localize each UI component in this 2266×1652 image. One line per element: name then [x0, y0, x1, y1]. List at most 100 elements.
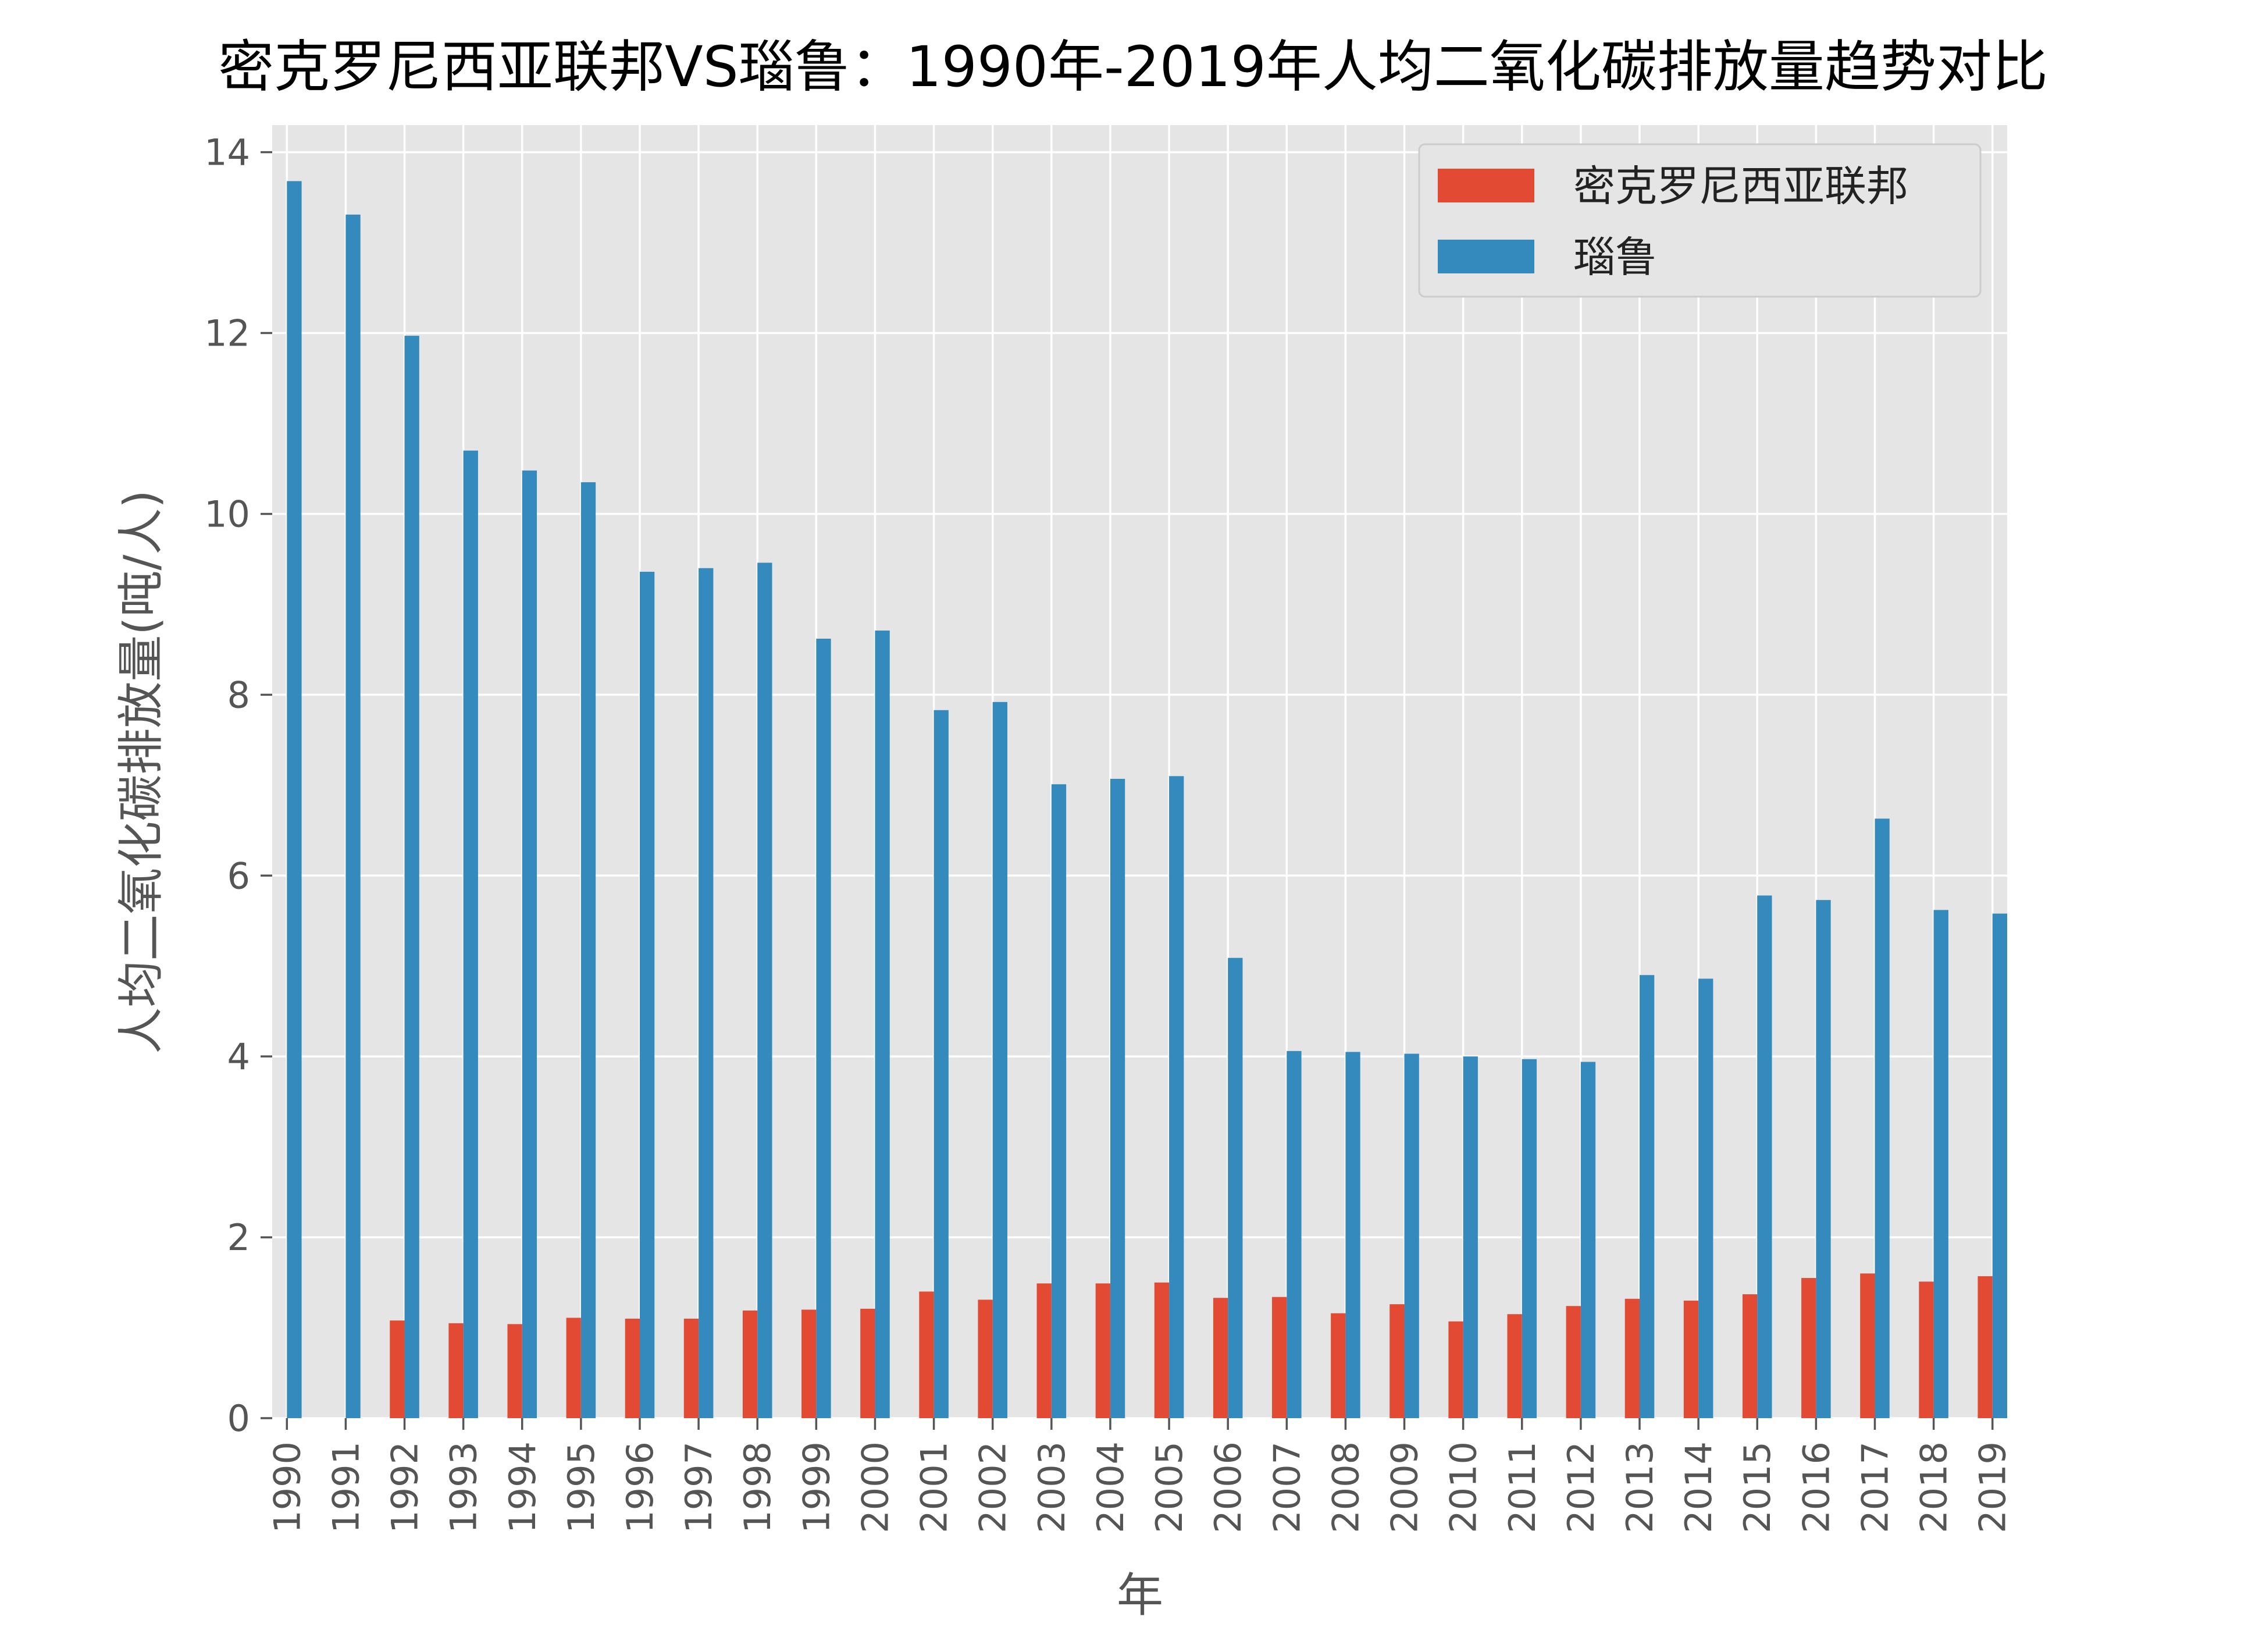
- bar-nauru: [992, 702, 1007, 1418]
- bar-nauru: [1698, 978, 1713, 1418]
- x-tick-label: 2003: [1031, 1441, 1073, 1533]
- bar-nauru: [1404, 1053, 1419, 1418]
- x-tick-label: 1995: [560, 1441, 603, 1533]
- bar-nauru: [404, 336, 419, 1418]
- x-tick-label: 2016: [1795, 1441, 1837, 1533]
- legend-label-nauru: 瑙鲁: [1573, 233, 1657, 282]
- bar-micronesia: [1213, 1298, 1228, 1418]
- x-tick-label: 2008: [1324, 1441, 1367, 1533]
- bar-micronesia: [1154, 1282, 1170, 1418]
- x-tick-label: 1991: [325, 1441, 367, 1533]
- bar-micronesia: [1272, 1297, 1287, 1418]
- axes: 0 2 4 6 8 10 12 14 1990 1991 1992 1993 1994 1995 1996 1…: [204, 131, 2014, 1533]
- bar-nauru: [639, 571, 655, 1418]
- x-tick-label: 2014: [1677, 1441, 1720, 1533]
- bar-nauru: [934, 710, 949, 1418]
- y-tick-label: 8: [227, 674, 250, 716]
- bar-micronesia: [448, 1323, 464, 1418]
- bar-micronesia: [1919, 1281, 1934, 1418]
- bar-micronesia: [507, 1324, 522, 1418]
- y-tick-label: 0: [227, 1397, 250, 1440]
- x-tick-label: 2000: [854, 1441, 896, 1533]
- bars: [287, 181, 2007, 1419]
- x-tick-label: 2007: [1266, 1441, 1308, 1533]
- x-tick-label: 2011: [1501, 1441, 1544, 1533]
- x-tick-label: 2017: [1854, 1441, 1896, 1533]
- bar-nauru: [1816, 900, 1831, 1418]
- bar-nauru: [1169, 776, 1184, 1418]
- x-tick-label: 1997: [678, 1441, 720, 1533]
- bar-nauru: [1640, 975, 1655, 1418]
- bar-nauru: [345, 214, 361, 1419]
- bar-micronesia: [1566, 1306, 1581, 1418]
- bar-nauru: [1051, 784, 1067, 1418]
- bar-micronesia: [683, 1319, 699, 1418]
- bar-nauru: [1287, 1051, 1302, 1418]
- bar-nauru: [1345, 1052, 1360, 1418]
- bar-micronesia: [1036, 1283, 1052, 1418]
- bar-micronesia: [566, 1318, 581, 1418]
- x-tick-label: 2004: [1089, 1441, 1132, 1533]
- x-tick-label: 1993: [443, 1441, 485, 1533]
- y-axis-label: 人均二氧化碳排放量(吨/人): [114, 490, 168, 1053]
- x-tick-label: 2013: [1619, 1441, 1661, 1533]
- x-tick-label: 2012: [1560, 1441, 1602, 1533]
- x-tick-label: 2015: [1736, 1441, 1779, 1533]
- legend: 密克罗尼西亚联邦 瑙鲁: [1418, 143, 1982, 298]
- bar-nauru: [580, 482, 596, 1419]
- bar-nauru: [1875, 818, 1890, 1418]
- bar-nauru: [875, 630, 890, 1418]
- x-tick-label: 2010: [1442, 1441, 1485, 1533]
- x-tick-label: 1992: [384, 1441, 426, 1533]
- bar-nauru: [1992, 913, 2007, 1418]
- y-tick-label: 4: [227, 1035, 250, 1078]
- legend-frame: [1418, 143, 1982, 298]
- chart-title: 密克罗尼西亚联邦VS瑙鲁：1990年-2019年人均二氧化碳排放量趋势对比: [218, 34, 2048, 99]
- bar-micronesia: [1507, 1314, 1522, 1418]
- bar-nauru: [1463, 1056, 1478, 1418]
- bar-micronesia: [1448, 1321, 1463, 1418]
- bar-nauru: [757, 562, 772, 1418]
- x-tick-label: 1994: [501, 1441, 544, 1533]
- bar-micronesia: [1331, 1313, 1346, 1418]
- bar-micronesia: [1860, 1273, 1875, 1418]
- legend-label-micronesia: 密克罗尼西亚联邦: [1573, 162, 1908, 211]
- bar-micronesia: [742, 1311, 758, 1418]
- x-tick-label: 2001: [913, 1441, 956, 1533]
- x-axis-label: 年: [1117, 1568, 1163, 1622]
- bar-micronesia: [860, 1308, 875, 1418]
- bar-micronesia: [1389, 1304, 1405, 1418]
- plot-area: [272, 125, 2007, 1418]
- x-tick-label: 1996: [619, 1441, 661, 1533]
- bar-nauru: [1933, 910, 1948, 1418]
- bar-micronesia: [1095, 1283, 1110, 1418]
- bar-nauru: [816, 638, 831, 1418]
- bar-micronesia: [625, 1319, 640, 1418]
- bar-nauru: [522, 470, 537, 1418]
- bar-micronesia: [801, 1309, 817, 1418]
- bar-micronesia: [1683, 1300, 1699, 1418]
- bar-nauru: [1110, 778, 1125, 1418]
- bar-micronesia: [1978, 1276, 1993, 1418]
- bar-nauru: [463, 450, 478, 1418]
- x-tick-label: 2002: [972, 1441, 1014, 1533]
- x-tick-label: 1998: [736, 1441, 779, 1533]
- y-tick-label: 10: [204, 493, 250, 535]
- bar-nauru: [1228, 957, 1243, 1418]
- legend-swatch-micronesia: [1438, 169, 1534, 202]
- bar-nauru: [699, 568, 714, 1418]
- bar-nauru: [1522, 1059, 1537, 1418]
- legend-swatch-nauru: [1438, 240, 1534, 273]
- bar-micronesia: [1742, 1294, 1758, 1418]
- x-tick-label: 2009: [1384, 1441, 1426, 1533]
- x-tick-label: 1999: [795, 1441, 838, 1533]
- x-tick-label: 2018: [1913, 1441, 1955, 1533]
- bar-micronesia: [919, 1291, 934, 1418]
- bar-micronesia: [978, 1299, 993, 1418]
- bar-micronesia: [1801, 1278, 1816, 1418]
- y-tick-label: 12: [204, 312, 250, 355]
- bar-micronesia: [1624, 1298, 1640, 1418]
- x-tick-label: 2005: [1148, 1441, 1191, 1533]
